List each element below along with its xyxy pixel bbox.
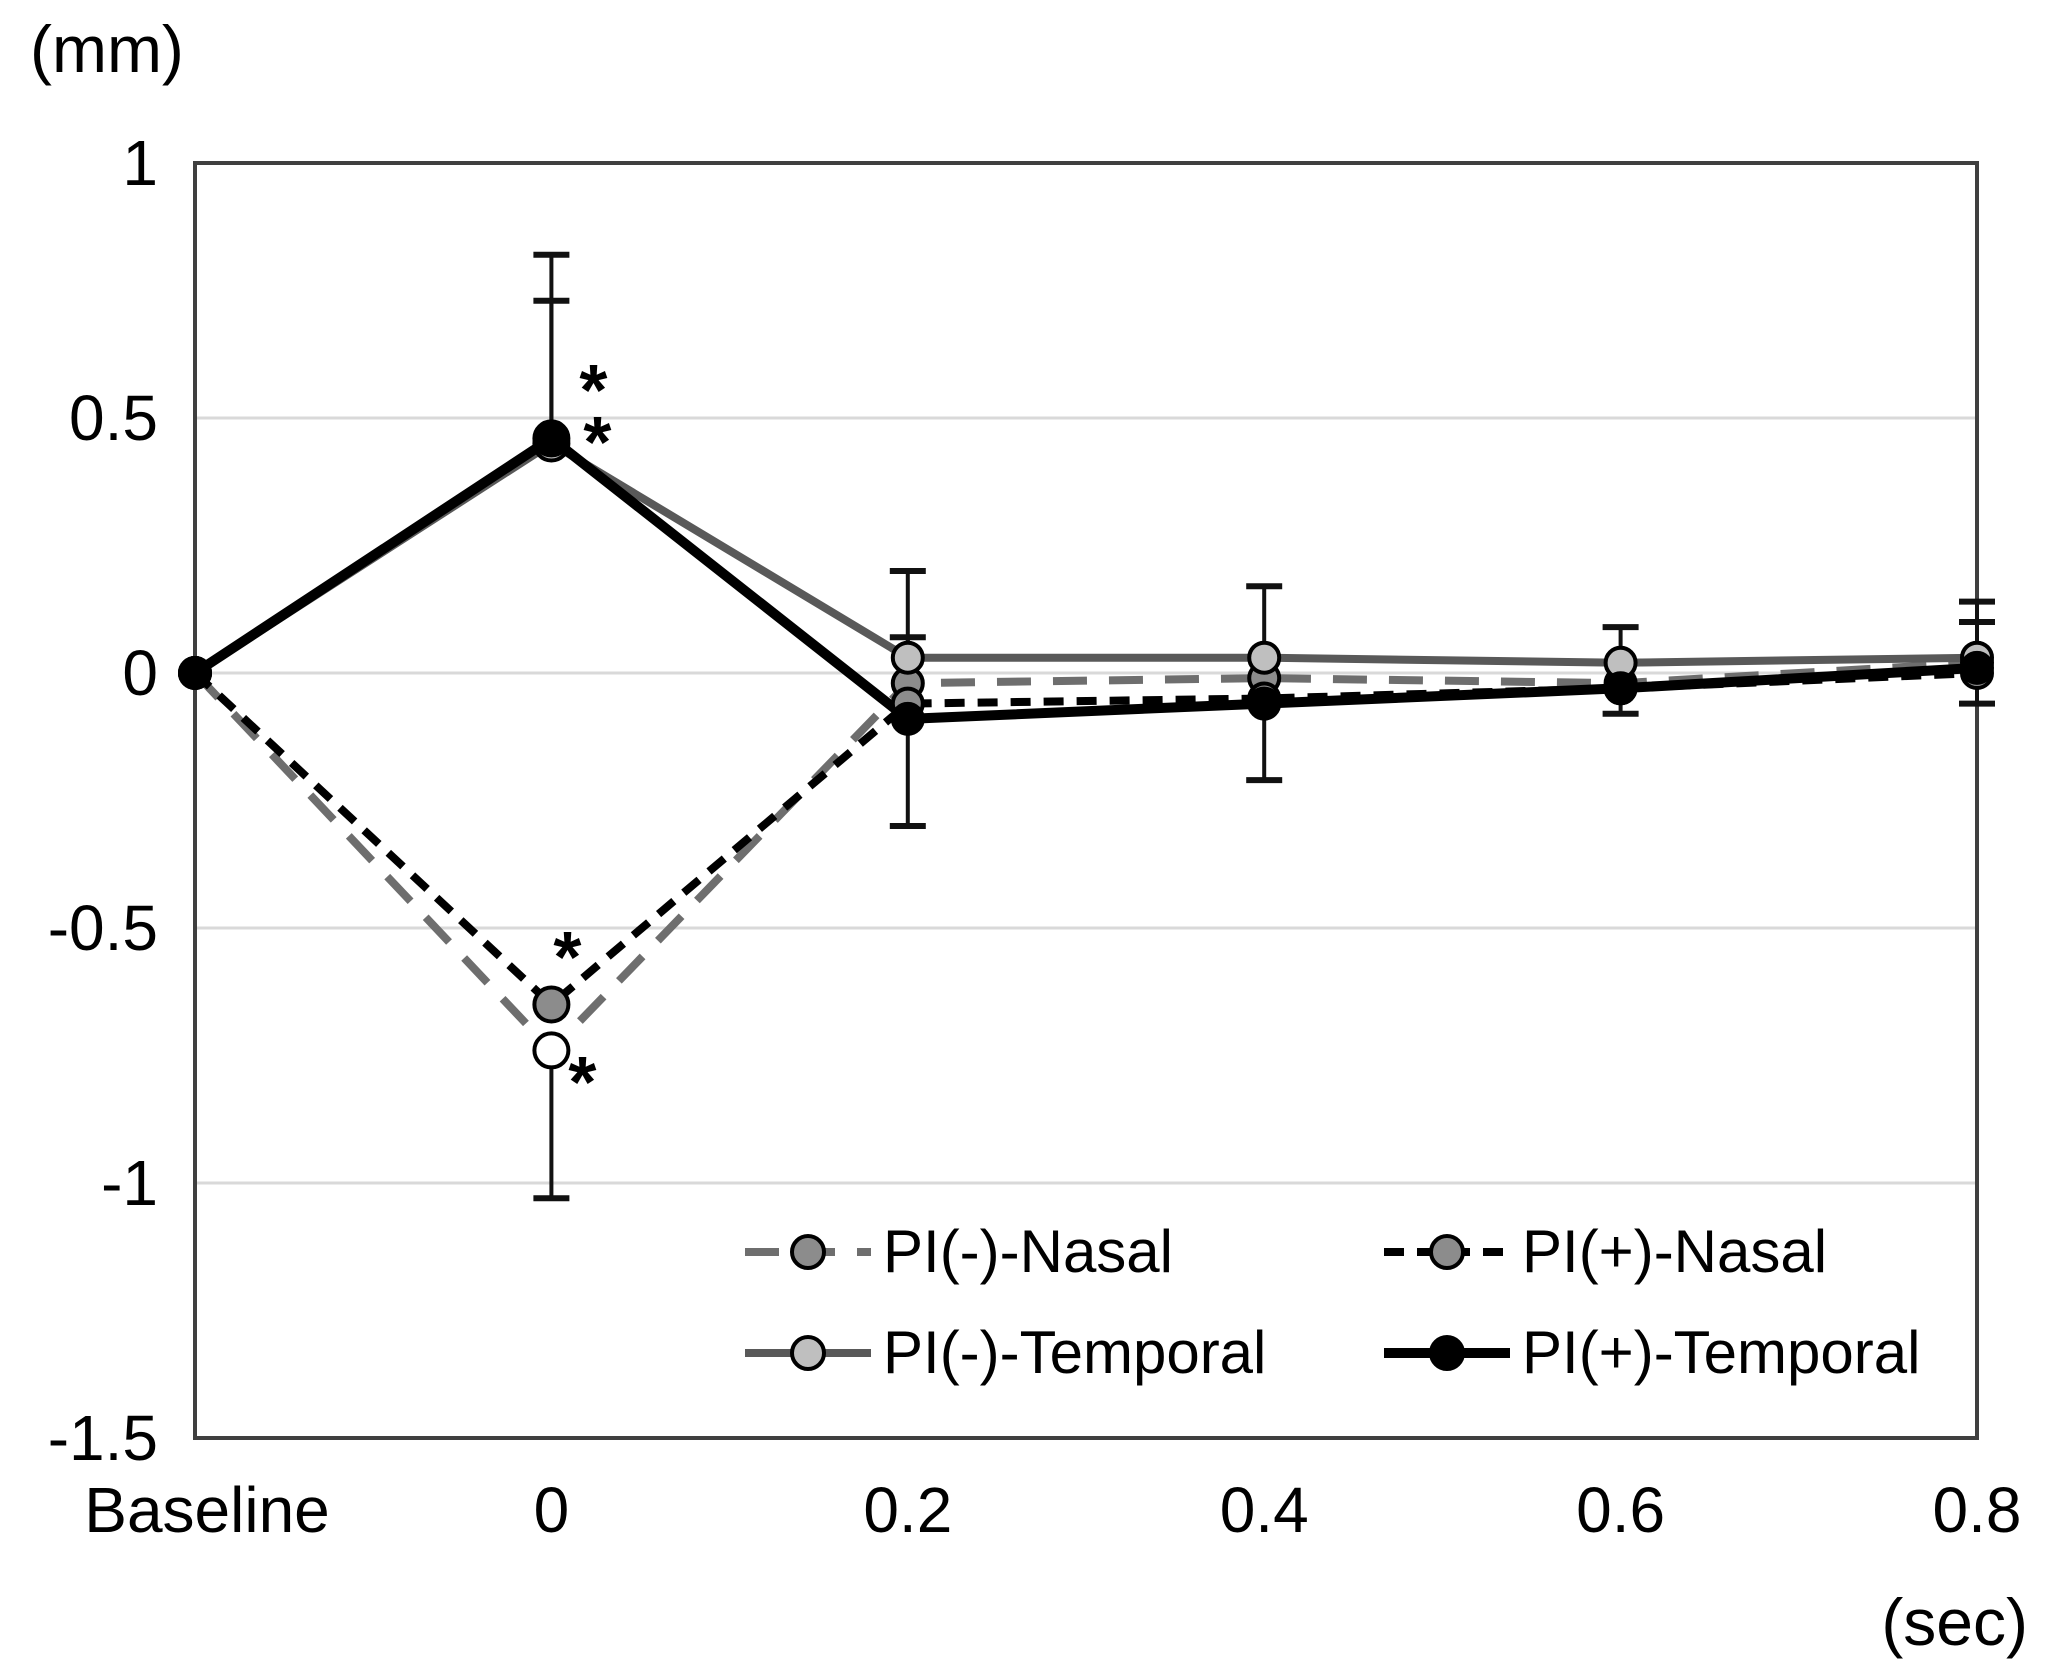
- y-tick-label: 0.5: [69, 382, 158, 454]
- legend-marker: [790, 1234, 826, 1270]
- significance-asterisk: *: [583, 403, 611, 483]
- legend-label: PI(+)-Nasal: [1522, 1218, 1827, 1285]
- data-point-PI(+)-Temporal: [1960, 650, 1994, 685]
- data-point-PI(-)-Temporal: [890, 640, 925, 675]
- y-tick-label: -1.5: [48, 1402, 158, 1474]
- significance-asterisks: ****: [553, 351, 611, 1123]
- x-axis-ticks: Baseline 0 0.2 0.4 0.6 0.8: [84, 1474, 2021, 1546]
- series-line-PI(+)-Nasal: [192, 669, 1978, 1010]
- data-point-PI(+)-Temporal: [890, 701, 925, 736]
- x-tick-label: 0: [534, 1474, 570, 1546]
- legend-item-PI(-)-Temporal: PI(-)-Temporal: [745, 1319, 1266, 1386]
- y-axis-ticks: 1 0.5 0 -0.5 -1 -1.5: [48, 127, 158, 1474]
- series-line-PI(-)-Nasal: [192, 658, 1978, 1057]
- data-point-PI(+)-Temporal: [178, 656, 212, 690]
- error-bars: [533, 251, 1995, 1202]
- legend-item-PI(-)-Nasal: PI(-)-Nasal: [745, 1218, 1173, 1285]
- y-tick-label: -1: [101, 1147, 158, 1219]
- x-tick-label: 0.4: [1220, 1474, 1309, 1546]
- x-tick-label: 0.6: [1576, 1474, 1665, 1546]
- y-tick-label: -0.5: [48, 892, 158, 964]
- data-point-PI(+)-Temporal: [532, 419, 571, 458]
- x-tick-label: Baseline: [84, 1474, 330, 1546]
- x-tick-label: 0.2: [863, 1474, 952, 1546]
- legend-item-PI(+)-Nasal: PI(+)-Nasal: [1384, 1218, 1827, 1285]
- legend-label: PI(-)-Temporal: [883, 1319, 1266, 1386]
- gridlines: [195, 416, 1977, 1185]
- data-markers: [178, 419, 1994, 1070]
- data-point-PI(+)-Nasal: [532, 985, 571, 1024]
- data-point-PI(+)-Temporal: [1603, 671, 1638, 706]
- legend-label: PI(-)-Nasal: [883, 1218, 1173, 1285]
- series-line-PI(-)-Temporal: [192, 438, 1978, 677]
- legend-marker: [1429, 1234, 1465, 1270]
- data-point-PI(-)-Nasal: [532, 1031, 571, 1070]
- legend-marker: [1429, 1335, 1465, 1371]
- x-tick-label: 0.8: [1933, 1474, 2022, 1546]
- legend-marker: [790, 1335, 826, 1371]
- x-axis-unit-label: (sec): [1881, 1585, 2028, 1659]
- data-point-PI(-)-Temporal: [1247, 640, 1282, 675]
- significance-asterisk: *: [579, 351, 607, 431]
- legend-item-PI(+)-Temporal: PI(+)-Temporal: [1384, 1319, 1920, 1386]
- data-point-PI(+)-Temporal: [1247, 686, 1282, 721]
- plot-frame: [193, 161, 1979, 1440]
- legend: PI(-)-Nasal PI(+)-Nasal PI(-)-Temporal PI(+…: [745, 1218, 1920, 1386]
- y-axis-unit-label: (mm): [30, 12, 184, 86]
- significance-asterisk: *: [568, 1043, 596, 1123]
- y-tick-label: 1: [122, 127, 158, 199]
- y-tick-label: 0: [122, 637, 158, 709]
- significance-asterisk: *: [553, 918, 581, 998]
- series-line-PI(+)-Temporal: [192, 432, 1978, 724]
- legend-label: PI(+)-Temporal: [1522, 1319, 1920, 1386]
